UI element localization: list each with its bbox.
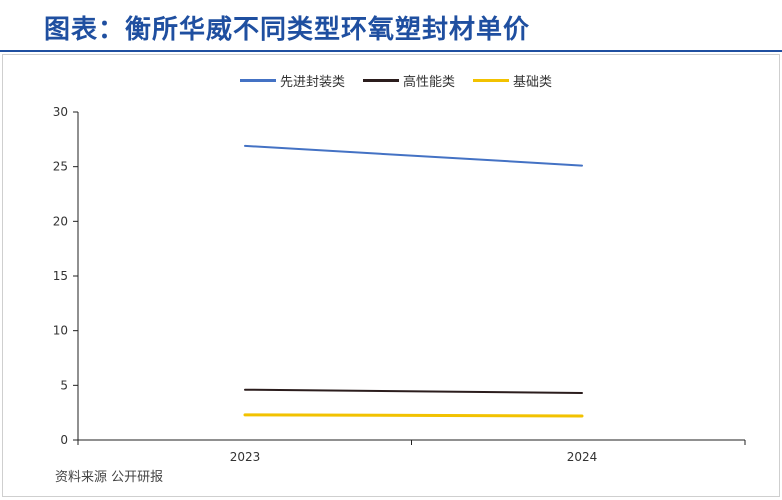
legend-swatch bbox=[240, 78, 276, 82]
series-line-1 bbox=[244, 388, 583, 394]
legend-label: 先进封装类 bbox=[280, 74, 346, 90]
y-tick-label: 10 bbox=[53, 324, 68, 338]
chart-legend: 先进封装类 高性能类 基础类 bbox=[240, 69, 570, 91]
source-note: 资料来源 公开研报 bbox=[55, 470, 164, 485]
y-tick-label: 5 bbox=[60, 378, 68, 392]
legend-swatch bbox=[473, 78, 510, 82]
legend-item-high-performance: 高性能类 bbox=[363, 71, 455, 90]
y-tick-label: 0 bbox=[60, 433, 68, 447]
legend-label: 高性能类 bbox=[403, 74, 456, 90]
x-tick-label: 2023 bbox=[230, 450, 261, 464]
y-tick-label: 25 bbox=[53, 160, 68, 174]
header: 图表：衡所华威不同类型环氧塑封材单价 bbox=[0, 0, 782, 52]
y-tick-label: 15 bbox=[53, 269, 68, 283]
legend-item-advanced-packaging: 先进封装类 bbox=[240, 71, 345, 90]
chart-frame bbox=[2, 54, 780, 497]
y-tick-label: 30 bbox=[53, 105, 68, 119]
x-tick-label: 2024 bbox=[567, 450, 598, 464]
series-line-2 bbox=[243, 413, 584, 418]
page-title: 图表：衡所华威不同类型环氧塑封材单价 bbox=[44, 15, 531, 45]
legend-swatch bbox=[363, 78, 400, 82]
series-line-0 bbox=[244, 144, 583, 167]
title-underline bbox=[0, 50, 782, 52]
legend-label: 基础类 bbox=[513, 74, 553, 90]
legend-item-basic: 基础类 bbox=[473, 71, 552, 90]
y-tick-label: 20 bbox=[53, 214, 68, 228]
